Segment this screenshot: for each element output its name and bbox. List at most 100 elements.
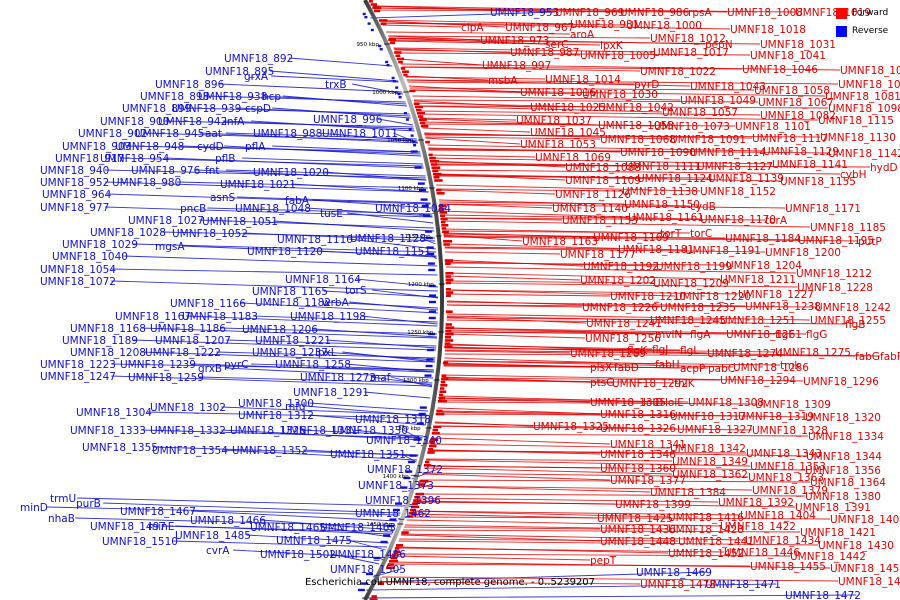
forward-gene-label: UMNF18_1261: [726, 329, 802, 341]
reverse-gene-label: UMNF18_1206: [242, 324, 318, 336]
forward-feature: [430, 438, 439, 441]
reverse-gene-label: UMNF18_1354: [152, 445, 228, 457]
reverse-gene-label: UMNF18_1183: [182, 311, 258, 323]
reverse-feature: [389, 518, 397, 521]
forward-gene-label: UMNF18_967: [505, 22, 574, 34]
forward-gene-label: UMNF18_1353: [750, 461, 826, 473]
forward-gene-label: UMNF18_1091: [670, 134, 746, 146]
forward-gene-label: UMNF18_1450: [830, 563, 900, 575]
forward-leader-line: [381, 22, 731, 30]
reverse-leader-line: [331, 553, 380, 565]
forward-gene-label: UMNF18_1155: [780, 176, 856, 188]
tick-label: 1050 kbp: [387, 138, 413, 144]
reverse-feature: [387, 524, 394, 528]
reverse-feature: [429, 294, 436, 297]
reverse-gene-label: UMNF18_1331: [282, 425, 358, 437]
forward-leader-line: [401, 533, 746, 541]
forward-feature: [428, 153, 433, 157]
forward-feature: [444, 259, 454, 262]
forward-gene-label: UMNF18_1341: [610, 439, 686, 451]
reverse-feature: [425, 236, 433, 240]
forward-gene-label: UMNF18_1126: [555, 189, 631, 201]
reverse-gene-label: UMNF18_953: [490, 7, 559, 19]
forward-gene-label: UMNF18_1434: [745, 535, 821, 547]
reverse-leader-line: [233, 549, 383, 559]
reverse-leader-line: [326, 339, 437, 349]
reverse-leader-line: [103, 502, 401, 514]
forward-gene-label: msbA: [488, 75, 518, 87]
reverse-feature: [421, 204, 429, 208]
forward-leader-line: [432, 433, 809, 437]
forward-leader-line: [422, 473, 611, 481]
forward-gene-label: UMNF18_986: [620, 7, 690, 19]
reverse-leader-line: [371, 376, 433, 386]
forward-gene-label: putP: [858, 236, 882, 248]
forward-leader-line: [388, 35, 651, 39]
forward-gene-label: hydD: [870, 162, 898, 174]
forward-leader-line: [445, 347, 776, 353]
reverse-gene-label: UMNF18_1333: [70, 425, 146, 437]
forward-leader-line: [443, 230, 691, 234]
forward-feature: [433, 425, 442, 429]
reverse-gene-label: pflA: [245, 141, 266, 153]
reverse-feature: [416, 422, 424, 425]
forward-feature: [394, 547, 400, 550]
reverse-leader-line: [346, 363, 434, 373]
forward-gene-label: UMNF18_1428: [668, 524, 744, 536]
forward-gene-label: UMNF18_1364: [810, 477, 886, 489]
feature-arrows: [357, 0, 455, 600]
forward-feature: [439, 387, 445, 390]
reverse-gene-label: UMNF18_1463: [320, 522, 396, 534]
reverse-leader-line: [309, 414, 426, 426]
forward-leader-line: [441, 220, 811, 228]
reverse-gene-label: UMNF18_952: [40, 177, 109, 189]
reverse-gene-label: hcp: [262, 91, 281, 103]
forward-gene-label: UMNF18_1256: [585, 333, 661, 345]
tick-label: 1400 kbp: [383, 474, 409, 480]
reverse-gene-label: UMNF18_1304: [76, 407, 152, 419]
forward-leader-line: [444, 349, 881, 357]
forward-gene-label: UMNF18_1070: [838, 79, 900, 91]
forward-gene-label: torT: [660, 228, 682, 240]
forward-gene-label: UMNF18_1138: [622, 186, 698, 198]
forward-feature: [392, 553, 397, 557]
forward-feature: [436, 188, 442, 192]
reverse-leader-line: [237, 196, 431, 204]
forward-gene-label: UMNF18_1292: [612, 378, 688, 390]
reverse-leader-line: [225, 367, 434, 379]
forward-gene-label: UMNF18_1228: [797, 282, 873, 294]
forward-leader-line: [406, 79, 839, 85]
forward-gene-label: UMNF18_1018: [730, 24, 806, 36]
forward-gene-label: UMNF18_1328: [752, 425, 828, 437]
reverse-gene-label: UMNF18_1465: [250, 522, 326, 534]
forward-gene-label: UMNF18_1404: [740, 510, 816, 522]
forward-gene-label: lpxK: [600, 40, 624, 52]
forward-gene-label: UMNF18_1098: [828, 103, 900, 115]
forward-feature: [369, 598, 378, 600]
reverse-leader-line: [182, 245, 437, 257]
forward-gene-label: UMNF18_1204: [726, 260, 802, 272]
reverse-feature: [403, 112, 407, 115]
reverse-gene-label: pyrC: [224, 359, 249, 371]
reverse-gene-label: lpxL: [315, 347, 337, 359]
forward-gene-label: UMNF18_1349: [672, 456, 748, 468]
reverse-gene-label: UMNF18_1502: [260, 549, 336, 561]
forward-feature: [425, 140, 430, 144]
forward-feature: [415, 108, 422, 112]
forward-feature: [418, 118, 427, 121]
forward-gene-label: UMNF18_1031: [760, 39, 836, 51]
forward-gene-label: fabH: [655, 359, 680, 371]
legend: Forward Reverse: [836, 6, 900, 42]
forward-feature: [445, 332, 454, 336]
reverse-gene-label: wrbA: [322, 297, 350, 309]
forward-leader-line: [426, 459, 751, 467]
forward-feature: [428, 444, 437, 448]
forward-gene-label: UMNF18_1045: [530, 127, 606, 139]
forward-feature: [441, 227, 447, 230]
reverse-gene-label: UMNF18_1318: [355, 414, 431, 426]
reverse-gene-label: mgsA: [155, 241, 185, 253]
reverse-feature: [412, 140, 416, 144]
forward-gene-label: UMNF18_1199: [656, 261, 732, 273]
forward-leader-line: [445, 251, 561, 255]
forward-leader-line: [446, 289, 676, 297]
